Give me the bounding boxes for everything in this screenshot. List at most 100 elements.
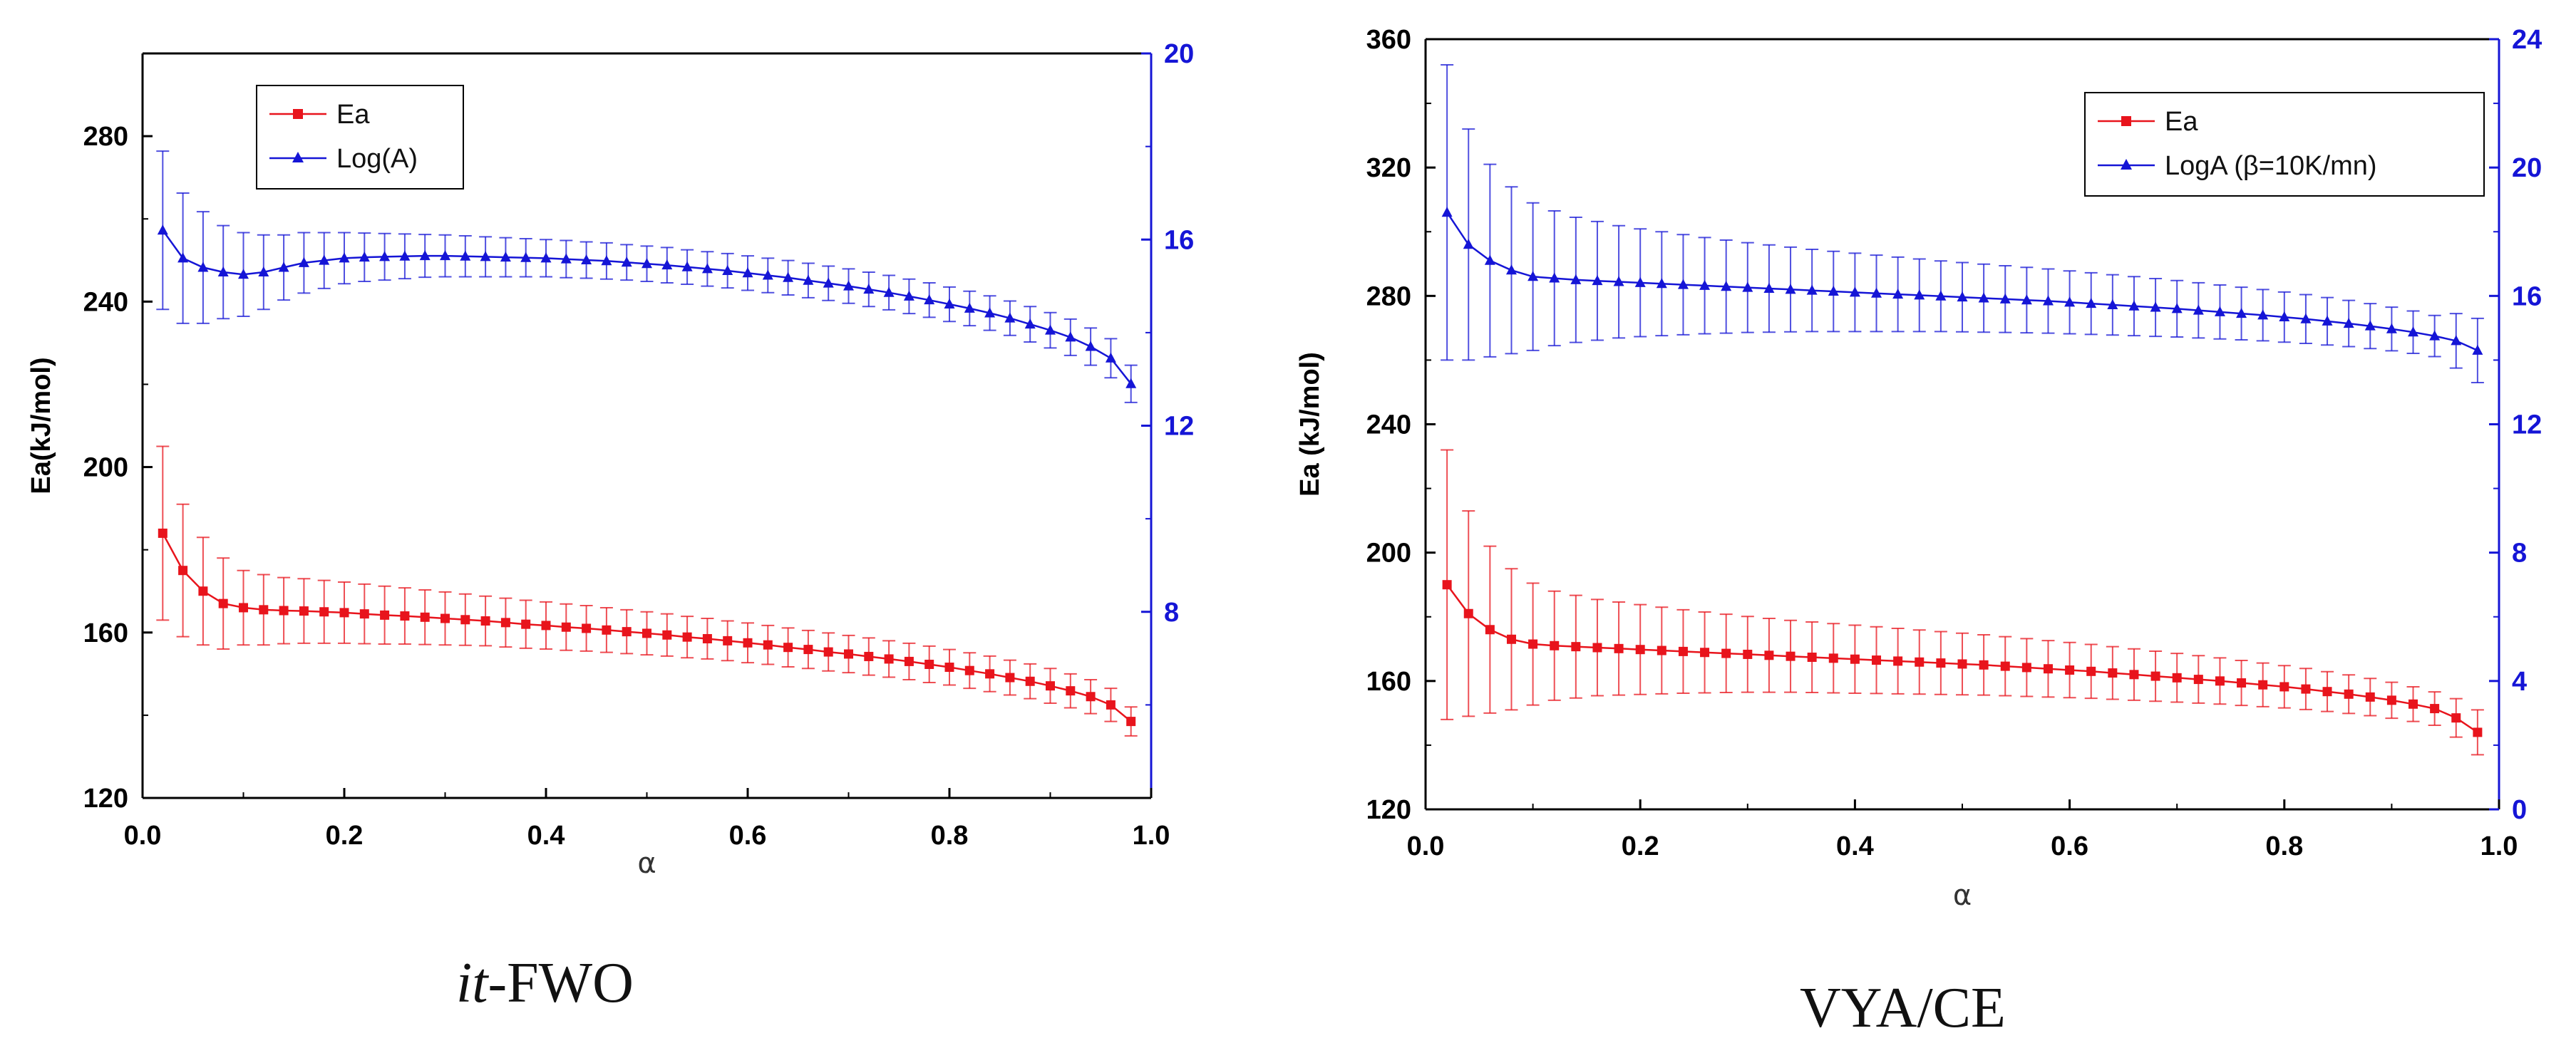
data-point [1892, 289, 1904, 299]
data-point [157, 224, 168, 235]
data-point [1442, 580, 1452, 590]
data-point [1463, 608, 1473, 618]
data-point [2451, 335, 2462, 346]
x-tick-label: 0.4 [527, 821, 565, 851]
data-point [480, 251, 491, 261]
data-point [2364, 320, 2376, 331]
y-tick-label: 360 [1366, 25, 1411, 55]
data-point [441, 613, 450, 623]
data-point [2408, 326, 2419, 337]
data-point [2365, 692, 2375, 702]
data-point [259, 605, 269, 615]
data-point [864, 651, 874, 661]
data-point [500, 618, 510, 628]
y2-tick-label: 8 [2512, 539, 2527, 569]
data-point [2258, 680, 2268, 690]
data-point [1999, 293, 2011, 304]
y2-tick-label: 8 [1164, 598, 1179, 628]
data-point [883, 286, 895, 297]
legend-swatch-marker [293, 109, 303, 119]
data-point [742, 267, 753, 278]
data-point [339, 608, 349, 618]
data-point [1721, 281, 1732, 291]
data-point [419, 250, 431, 261]
data-point [2451, 713, 2461, 723]
data-point [581, 254, 592, 264]
data-point [2150, 671, 2160, 681]
data-point [540, 252, 552, 263]
y-tick-label: 240 [1366, 410, 1411, 440]
data-point [2000, 661, 2010, 671]
data-point [984, 307, 996, 318]
data-point [1086, 692, 1096, 702]
x-tick-label: 0.0 [1407, 831, 1445, 861]
data-point [2300, 313, 2312, 323]
data-point [843, 280, 854, 291]
data-point [2237, 678, 2247, 688]
data-point [2107, 299, 2118, 309]
data-point [460, 250, 471, 261]
data-point [158, 528, 168, 538]
y-tick-label: 120 [83, 784, 128, 814]
legend-swatch-marker [2121, 116, 2131, 126]
data-point [1742, 281, 1753, 292]
caption-left-text: -FWO [488, 952, 634, 1015]
data-point [1978, 292, 1989, 303]
data-point [2386, 323, 2397, 333]
data-point [582, 623, 592, 633]
data-point [560, 253, 572, 264]
data-point [521, 619, 531, 629]
caption-left-italic: it [456, 952, 488, 1015]
data-point [723, 636, 733, 645]
data-point [197, 261, 209, 272]
y2-tick-label: 20 [2512, 153, 2542, 183]
data-point [1764, 650, 1774, 660]
data-point [178, 566, 188, 576]
y-axis-label: Ea(kJ/mol) [26, 357, 56, 494]
data-point [1025, 676, 1035, 686]
data-point [1914, 289, 1925, 300]
data-point [541, 621, 551, 631]
data-point [2322, 315, 2333, 326]
data-point [1700, 648, 1710, 658]
data-point [601, 255, 612, 266]
chart-it-fwo: 0.0 0.2 0.4 0.6 0.8 1.0 120 160 200 240 280 8 12 16 20… [26, 39, 1194, 880]
data-point [1635, 645, 1645, 655]
data-point [642, 258, 652, 269]
data-point [2473, 727, 2483, 737]
data-point [319, 254, 330, 265]
data-point [420, 612, 430, 622]
data-point [763, 640, 773, 650]
data-point [2301, 684, 2311, 694]
data-point [2021, 663, 2031, 673]
data-point [884, 654, 894, 664]
data-point [903, 290, 915, 301]
y-tick-label: 200 [83, 453, 128, 483]
data-point [2021, 294, 2032, 305]
data-point [460, 615, 470, 625]
data-point [2236, 308, 2247, 318]
legend-entry-label: Ea [2165, 107, 2198, 137]
x-tick-label: 0.6 [729, 821, 767, 851]
legend-box [2084, 92, 2485, 197]
data-point [1485, 625, 1495, 635]
data-point [944, 299, 955, 309]
data-point [278, 261, 289, 272]
data-point [1528, 639, 1538, 649]
data-point [823, 647, 833, 657]
data-point [2064, 296, 2076, 307]
x-tick-label: 0.0 [124, 821, 162, 851]
data-point [762, 269, 773, 280]
data-point [701, 263, 713, 274]
data-point [622, 627, 632, 637]
y-tick-label: 280 [83, 122, 128, 152]
data-point [722, 265, 733, 276]
data-point [2386, 695, 2396, 705]
data-point [1893, 656, 1903, 666]
data-point [2343, 318, 2354, 328]
data-point [2472, 344, 2483, 355]
data-point [1634, 276, 1646, 287]
data-point [2128, 300, 2140, 311]
data-point [2279, 682, 2289, 692]
data-point [2043, 664, 2053, 674]
